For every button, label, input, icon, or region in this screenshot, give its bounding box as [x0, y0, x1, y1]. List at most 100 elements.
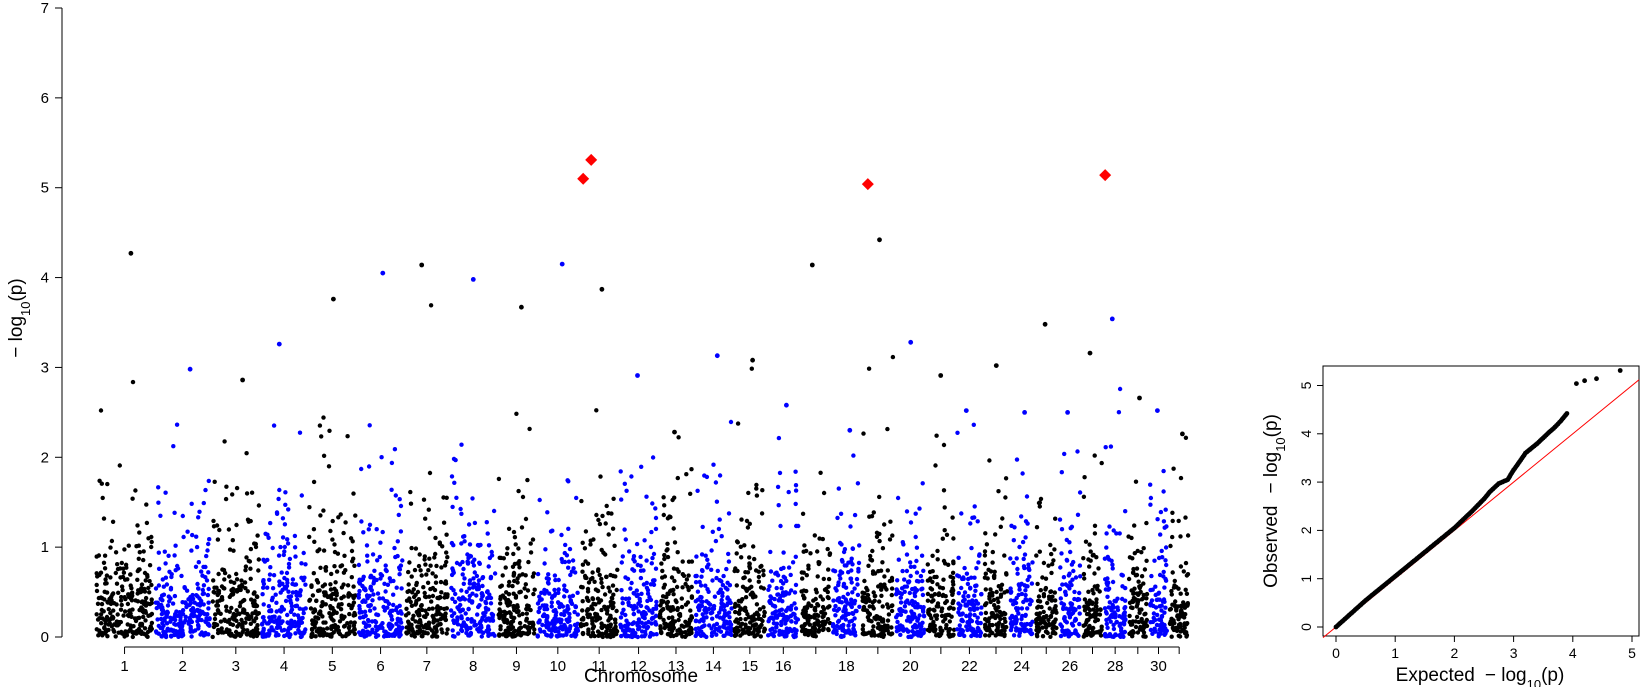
manhattan-point [629, 580, 634, 586]
manhattan-point [1162, 525, 1167, 530]
manhattan-point [1119, 628, 1124, 633]
manhattan-point [784, 618, 789, 623]
manhattan-point [266, 604, 272, 609]
manhattan-point [852, 630, 858, 635]
manhattan-point [627, 549, 632, 554]
manhattan-point [843, 630, 848, 635]
manhattan-point [104, 573, 110, 578]
manhattan-point [315, 588, 321, 593]
manhattan-point [516, 488, 521, 494]
manhattan-point [834, 631, 839, 637]
manhattan-point [877, 494, 882, 500]
manhattan-point [125, 613, 131, 618]
manhattan-point [665, 624, 671, 629]
manhattan-point [318, 611, 323, 617]
manhattan-point [564, 553, 570, 558]
manhattan-point [537, 605, 542, 611]
manhattan-point [761, 629, 767, 634]
manhattan-point [806, 618, 811, 623]
manhattan-point [920, 481, 925, 486]
manhattan-point [1144, 520, 1149, 526]
manhattan-point [1115, 605, 1120, 610]
manhattan-point [908, 573, 913, 579]
highlighted-snp-marker [861, 178, 874, 191]
manhattan-point [477, 561, 482, 566]
manhattan-point [110, 519, 116, 524]
manhattan-point [849, 580, 854, 585]
manhattan-point [406, 569, 411, 575]
manhattan-point [395, 539, 400, 544]
manhattan-point [203, 487, 208, 493]
manhattan-point [742, 543, 747, 548]
manhattan-point [213, 622, 218, 627]
manhattan-point [461, 566, 466, 572]
manhattan-point [625, 624, 630, 630]
manhattan-point [160, 598, 165, 603]
manhattan-point [337, 619, 343, 624]
manhattan-point [772, 629, 778, 634]
manhattan-point [696, 607, 702, 613]
manhattan-point [592, 633, 597, 639]
manhattan-point [248, 566, 253, 571]
manhattan-point [768, 549, 773, 555]
manhattan-x-tick-label: 12 [630, 658, 647, 675]
manhattan-point [960, 630, 965, 635]
manhattan-point [695, 488, 700, 493]
manhattan-point [211, 578, 216, 583]
manhattan-point [417, 618, 423, 623]
manhattan-point [460, 607, 465, 612]
manhattan-point [848, 524, 853, 529]
manhattan-point [668, 608, 673, 613]
manhattan-y-axis-title: − log10(p) [6, 278, 33, 357]
manhattan-point [261, 578, 266, 583]
manhattan-point [912, 591, 917, 596]
manhattan-point [361, 574, 366, 579]
manhattan-point [636, 617, 642, 622]
manhattan-point [594, 614, 599, 620]
manhattan-point [352, 631, 357, 637]
manhattan-point [370, 552, 376, 557]
manhattan-point [398, 529, 404, 534]
manhattan-point [245, 589, 250, 594]
manhattan-point [195, 622, 201, 628]
manhattan-point [652, 578, 657, 583]
manhattan-point [760, 488, 765, 493]
manhattan-point [159, 611, 165, 617]
manhattan-top-snp [1137, 395, 1142, 401]
manhattan-point [987, 626, 992, 631]
manhattan-point [280, 535, 286, 540]
manhattan-point [155, 600, 160, 605]
manhattan-point [111, 627, 116, 633]
manhattan-point [408, 599, 413, 605]
manhattan-point [542, 607, 547, 612]
manhattan-point [465, 625, 470, 630]
manhattan-point [540, 622, 545, 628]
manhattan-point [927, 628, 932, 634]
manhattan-point [982, 575, 988, 580]
manhattan-point [1012, 525, 1017, 530]
manhattan-point [839, 615, 845, 620]
manhattan-point [100, 495, 105, 501]
manhattan-point [699, 552, 705, 557]
manhattan-point [642, 538, 647, 543]
manhattan-point [686, 622, 691, 627]
manhattan-point [470, 496, 475, 501]
manhattan-point [607, 615, 613, 620]
manhattan-point [301, 631, 306, 636]
manhattan-point [1141, 592, 1146, 598]
manhattan-point [880, 546, 886, 551]
manhattan-point [160, 605, 165, 610]
manhattan-point [761, 572, 766, 578]
manhattan-point [441, 495, 446, 500]
manhattan-point [658, 603, 663, 608]
manhattan-point [812, 615, 817, 620]
manhattan-point [749, 631, 754, 636]
manhattan-point [230, 615, 235, 620]
manhattan-point [947, 634, 952, 639]
manhattan-point [1141, 630, 1147, 635]
manhattan-point [902, 604, 908, 609]
manhattan-top-snp [809, 262, 815, 268]
manhattan-point [729, 606, 734, 611]
manhattan-point [161, 632, 166, 638]
manhattan-point [345, 621, 350, 626]
